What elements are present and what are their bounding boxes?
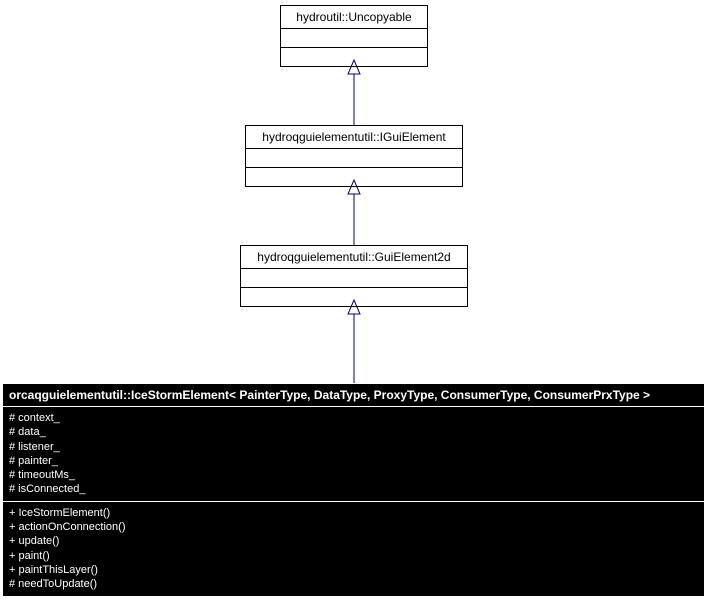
class-iguielement: hydroqguielementutil::IGuiElement [245,125,463,187]
class-title: hydroqguielementutil::IGuiElement [246,126,462,149]
class-diagram: hydroutil::Uncopyable hydroqguielementut… [0,0,707,611]
operation-row: + paint() [9,549,698,563]
attribute-row: # painter_ [9,454,698,468]
class-attributes: # context_ # data_ # listener_ # painter… [3,407,704,502]
class-operations [241,288,467,306]
edge [348,180,360,245]
class-title: hydroqguielementutil::GuiElement2d [241,246,467,269]
class-icestormelement: orcaqguielementutil::IceStormElement< Pa… [2,383,705,597]
attribute-row: # timeoutMs_ [9,468,698,482]
class-attributes [246,149,462,168]
attribute-row: # data_ [9,425,698,439]
class-attributes [281,29,427,48]
operation-row: + IceStormElement() [9,506,698,520]
class-title: orcaqguielementutil::IceStormElement< Pa… [3,384,704,407]
class-title: hydroutil::Uncopyable [281,6,427,29]
class-attributes [241,269,467,288]
attribute-row: # listener_ [9,440,698,454]
class-operations [281,48,427,66]
operation-row: + update() [9,534,698,548]
class-guielement2d: hydroqguielementutil::GuiElement2d [240,245,468,307]
class-uncopyable: hydroutil::Uncopyable [280,5,428,67]
operation-row: + paintThisLayer() [9,563,698,577]
edge [348,60,360,125]
attribute-row: # context_ [9,411,698,425]
edge [348,300,360,383]
operation-row: + actionOnConnection() [9,520,698,534]
class-operations [246,168,462,186]
class-operations: + IceStormElement() + actionOnConnection… [3,502,704,596]
operation-row: # needToUpdate() [9,577,698,591]
attribute-row: # isConnected_ [9,482,698,496]
